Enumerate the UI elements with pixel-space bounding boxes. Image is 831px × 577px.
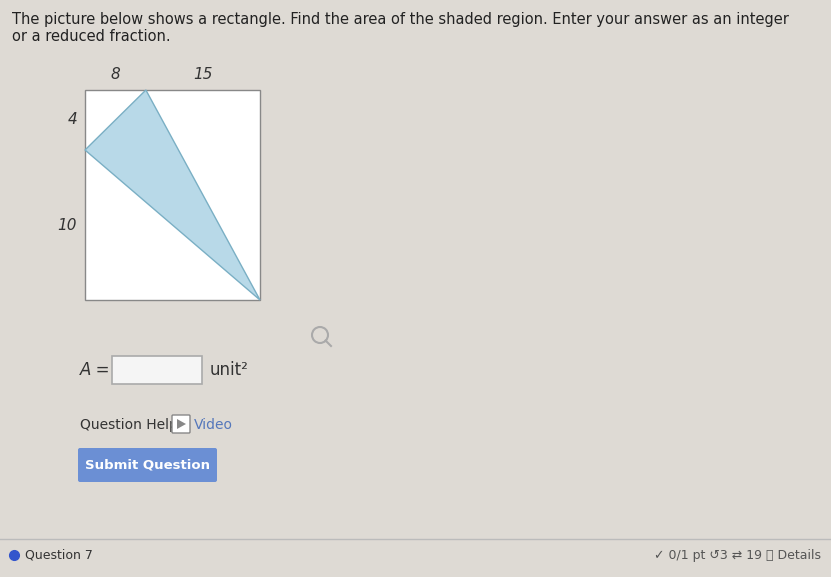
FancyBboxPatch shape: [78, 448, 217, 482]
Polygon shape: [177, 419, 186, 429]
Text: Submit Question: Submit Question: [85, 459, 210, 471]
Text: ✓ 0/1 pt ↺3 ⇄ 19 ⓘ Details: ✓ 0/1 pt ↺3 ⇄ 19 ⓘ Details: [654, 549, 821, 561]
Text: A =: A =: [80, 361, 111, 379]
Text: Video: Video: [194, 418, 233, 432]
Bar: [85, 90, 260, 300]
Text: 4: 4: [67, 113, 77, 128]
Text: The picture below shows a rectangle. Find the area of the shaded region. Enter y: The picture below shows a rectangle. Fin…: [12, 12, 789, 44]
Text: Question 7: Question 7: [25, 549, 93, 561]
FancyBboxPatch shape: [172, 415, 190, 433]
Polygon shape: [85, 90, 260, 300]
Text: 10: 10: [57, 218, 77, 233]
Text: 8: 8: [111, 67, 120, 82]
Text: 15: 15: [193, 67, 213, 82]
FancyBboxPatch shape: [112, 356, 202, 384]
Text: Question Help:: Question Help:: [80, 418, 183, 432]
Text: unit²: unit²: [210, 361, 248, 379]
